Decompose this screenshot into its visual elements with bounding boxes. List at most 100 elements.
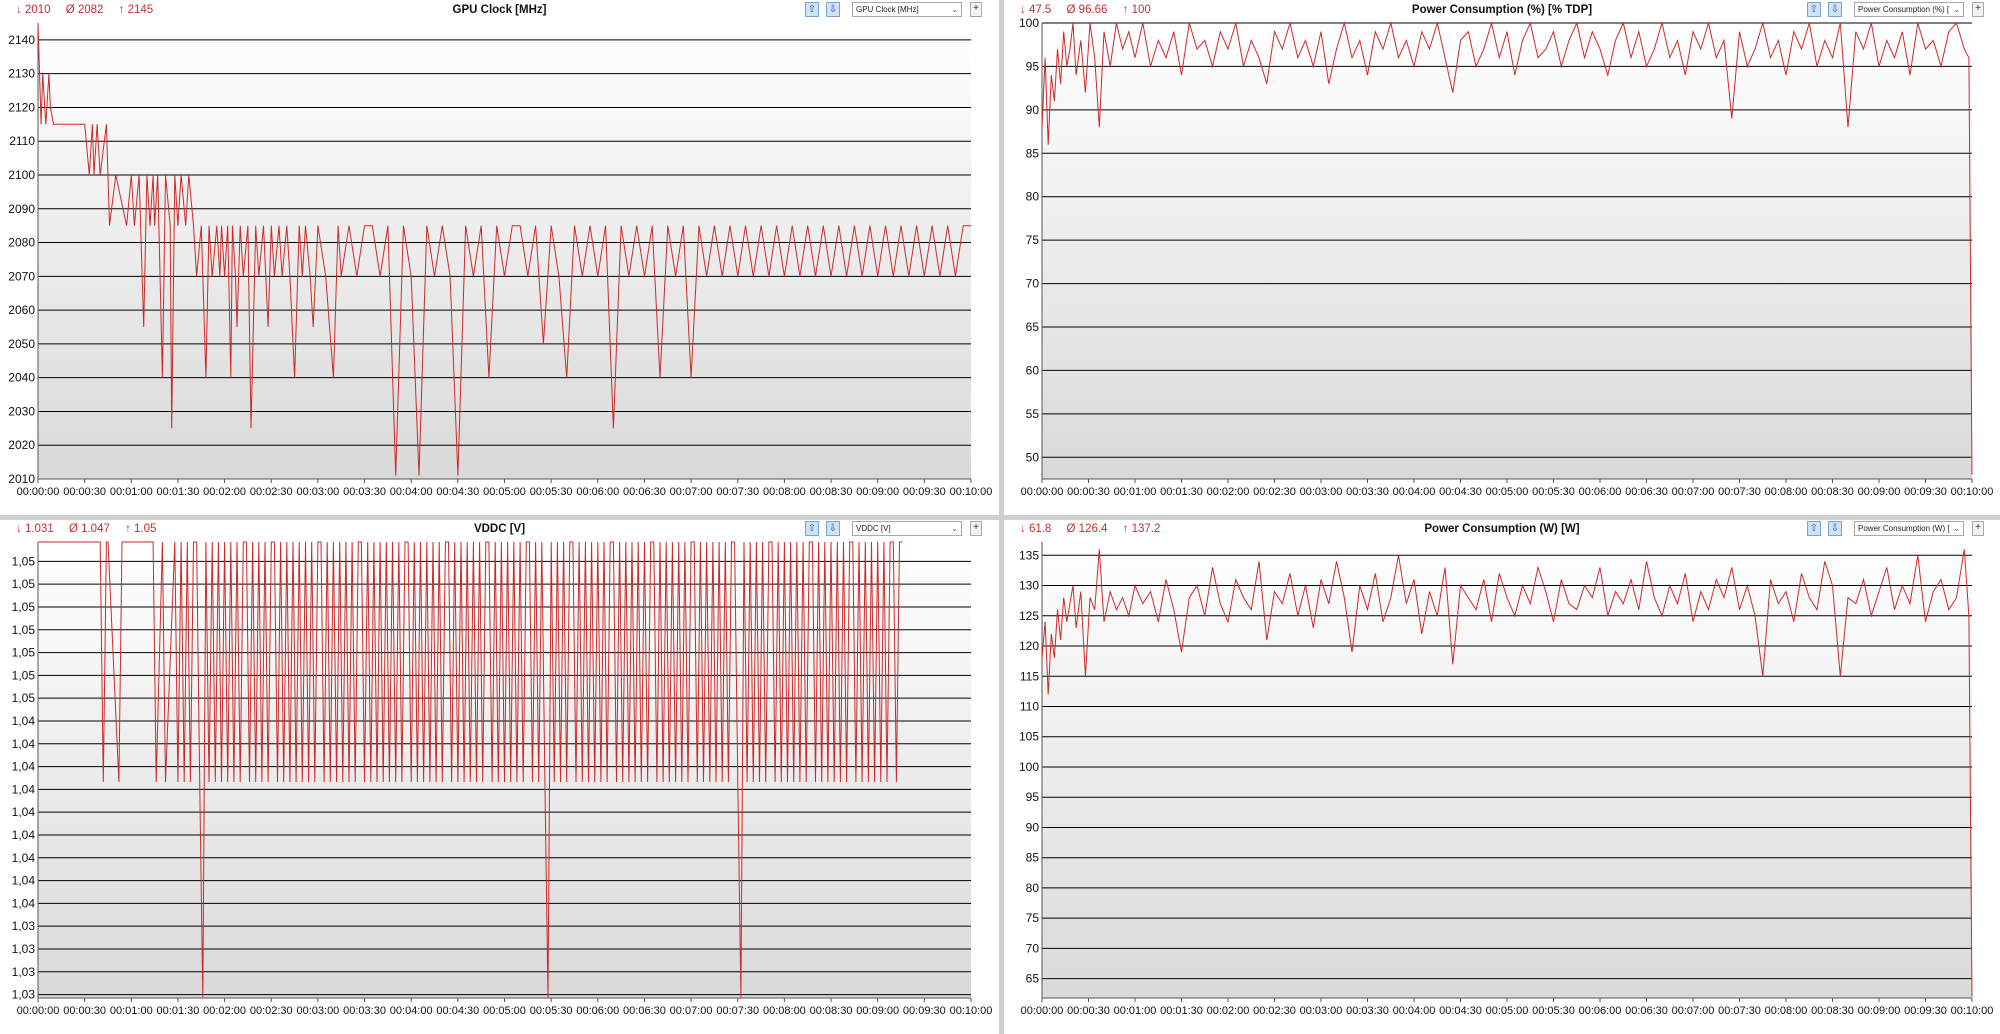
plot-area [38,23,971,479]
x-tick-label: 00:03:00 [1300,1005,1343,1017]
move-down-button[interactable]: ⇩ [1828,2,1842,17]
x-tick-label: 00:09:30 [903,1005,946,1017]
x-tick-label: 00:00:00 [1021,486,1064,498]
x-tick-label: 00:05:30 [1532,1005,1575,1017]
y-tick-label: 2090 [8,202,35,216]
y-tick-label: 1,04 [12,896,36,910]
chart-svg: 50 55 60 65 70 75 80 85 90 95 100 00:00:00 00:00:30 0… [1019,16,1993,498]
x-tick-label: 00:09:00 [856,486,899,498]
x-tick-label: 00:01:00 [1114,1005,1157,1017]
series-line [37,22,971,476]
x-tick-label: 00:05:30 [1532,486,1575,498]
x-tick-label: 00:08:00 [1765,486,1808,498]
y-tick-label: 85 [1026,851,1040,865]
y-tick-label: 100 [1019,760,1039,774]
sensor-selector[interactable]: Power Consumption (W) [ ⌄ [1854,521,1964,536]
y-tick-label: 1,04 [12,828,36,842]
y-tick-label: 105 [1019,730,1039,744]
y-tick-label: 65 [1026,320,1040,334]
series-line [1041,549,1973,997]
chevron-down-icon: ⌄ [1953,5,1960,14]
chevron-down-icon: ⌄ [1953,524,1960,533]
x-tick-label: 00:00:30 [63,486,106,498]
stat-max: ↑ 137.2 [1122,523,1161,535]
panel-stats: ↓ 61.8 Ø 126.4 ↑ 137.2 [1020,523,1172,535]
move-up-button[interactable]: ⇧ [1807,521,1821,536]
stat-min: ↓ 61.8 [1020,523,1052,535]
sensor-selector-value: GPU Clock [MHz] [856,5,919,14]
add-button[interactable]: + [1972,2,1984,17]
x-tick-label: 00:09:30 [1904,1005,1947,1017]
x-tick-label: 00:04:30 [436,1005,479,1017]
move-down-button[interactable]: ⇩ [1828,521,1842,536]
sensor-selector[interactable]: Power Consumption (%) [ ⌄ [1854,2,1964,17]
sensor-selector[interactable]: GPU Clock [MHz] ⌄ [852,2,962,17]
x-tick-label: 00:00:00 [17,486,60,498]
x-tick-label: 00:08:30 [1811,1005,1854,1017]
x-tick-label: 00:06:30 [1625,1005,1668,1017]
x-tick-label: 00:07:00 [1672,486,1715,498]
x-tick-label: 00:05:00 [1486,1005,1529,1017]
x-tick-label: 00:00:30 [63,1005,106,1017]
x-tick-label: 00:03:30 [1346,486,1389,498]
x-tick-label: 00:04:00 [1393,1005,1436,1017]
stat-avg: Ø 96.66 [1066,4,1108,16]
x-tick-label: 00:06:30 [1625,486,1668,498]
y-tick-label: 120 [1019,639,1039,653]
y-tick-label: 1,04 [12,737,36,751]
x-tick-label: 00:06:30 [623,1005,666,1017]
y-tick-label: 85 [1026,146,1040,160]
x-tick-label: 00:07:00 [670,1005,713,1017]
y-tick-label: 1,05 [12,646,36,660]
move-up-button[interactable]: ⇧ [805,2,819,17]
x-tick-label: 00:05:30 [530,1005,573,1017]
sensor-selector[interactable]: VDDC [V] ⌄ [852,521,962,536]
y-tick-label: 1,03 [12,942,36,956]
y-tick-label: 2100 [8,168,35,182]
x-tick-label: 00:08:00 [1765,1005,1808,1017]
add-button[interactable]: + [970,521,982,536]
y-tick-label: 2130 [8,67,35,81]
y-tick-label: 1,03 [12,965,36,979]
chart-panel-power-percent: ↓ 47.5 Ø 96.66 ↑ 100 Power Consumption (… [1004,0,2000,515]
x-tick-label: 00:03:30 [343,486,386,498]
stat-max: ↑ 1.05 [125,523,157,535]
y-tick-label: 2140 [8,33,35,47]
x-tick-label: 00:00:00 [1021,1005,1064,1017]
chart-panel-vddc: ↓ 1.031 Ø 1.047 ↑ 1.05 VDDC [V] ⇧ ⇩ VDDC… [0,519,999,1034]
x-tick-label: 00:00:30 [1067,486,1110,498]
x-tick-label: 00:01:30 [1160,486,1203,498]
y-tick-label: 2020 [8,438,35,452]
y-tick-label: 80 [1026,881,1040,895]
move-down-button[interactable]: ⇩ [826,2,840,17]
x-tick-label: 00:08:00 [763,1005,806,1017]
move-up-button[interactable]: ⇧ [805,521,819,536]
x-tick-label: 00:04:30 [1439,486,1482,498]
move-up-button[interactable]: ⇧ [1807,2,1821,17]
y-tick-label: 2110 [9,134,35,148]
x-tick-label: 00:05:00 [1486,486,1529,498]
x-tick-label: 00:05:00 [483,1005,526,1017]
x-tick-label: 00:07:30 [1718,486,1761,498]
x-tick-label: 00:01:30 [1160,1005,1203,1017]
x-tick-label: 00:08:00 [763,486,806,498]
chart-svg: 2010 2020 2030 2040 2050 2060 2070 2080 2090 2100… [8,22,992,498]
y-tick-label: 70 [1026,277,1040,291]
add-button[interactable]: + [1972,521,1984,536]
vertical-divider[interactable] [999,0,1004,1034]
stat-avg: Ø 126.4 [1066,523,1108,535]
x-tick-label: 00:04:00 [1393,486,1436,498]
x-tick-label: 00:00:30 [1067,1005,1110,1017]
y-tick-label: 2030 [8,404,35,418]
x-tick-label: 00:08:30 [810,486,853,498]
panel-stats: ↓ 1.031 Ø 1.047 ↑ 1.05 [16,523,168,535]
y-tick-label: 110 [1020,699,1039,713]
move-down-button[interactable]: ⇩ [826,521,840,536]
add-button[interactable]: + [970,2,982,17]
y-tick-label: 95 [1026,59,1040,73]
x-tick-label: 00:09:00 [1858,1005,1901,1017]
x-tick-label: 00:04:00 [390,1005,433,1017]
x-tick-label: 00:01:30 [157,486,200,498]
x-tick-label: 00:09:30 [903,486,946,498]
panel-stats: ↓ 2010 Ø 2082 ↑ 2145 [16,4,165,16]
